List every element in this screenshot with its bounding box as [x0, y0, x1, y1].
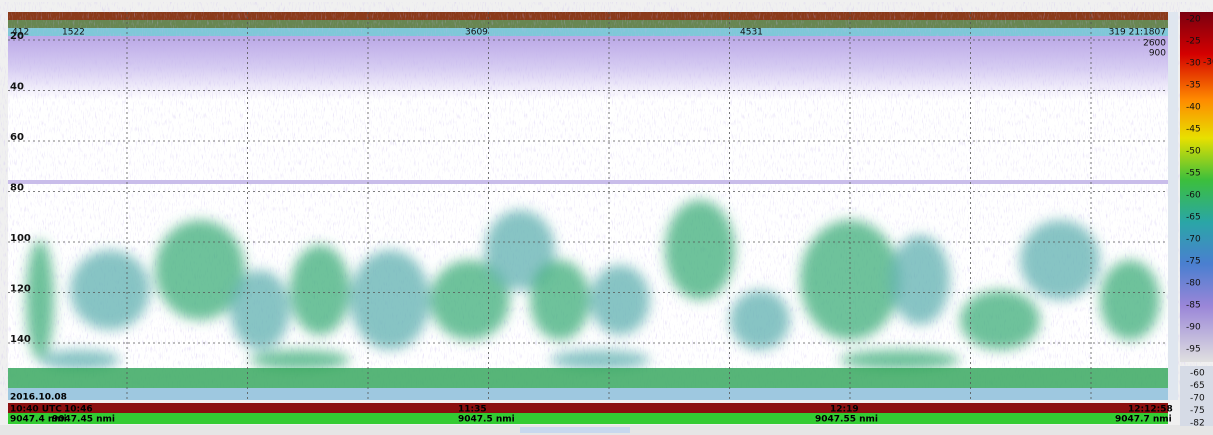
ping-label: 3609 [465, 28, 488, 38]
fish-school [840, 350, 960, 370]
depth-label: 60 [10, 132, 24, 143]
scale-label: -80 [1186, 279, 1201, 289]
depth-label: 100 [10, 233, 31, 244]
lower-scale-label: -75 [1190, 406, 1205, 416]
scale-label: -65 [1186, 213, 1201, 223]
fish-school [290, 245, 350, 335]
scale-label: -70 [1186, 235, 1201, 245]
scale-label: -55 [1186, 169, 1201, 179]
scale-marker: -30 [1203, 58, 1213, 68]
fish-school [890, 235, 950, 325]
depth-label: 140 [10, 334, 31, 345]
fish-school [430, 260, 510, 340]
distance-bar [8, 413, 1168, 424]
fish-school [530, 260, 590, 340]
fish-school [250, 350, 350, 370]
fish-schools [26, 200, 1160, 370]
depth-label: 40 [10, 82, 24, 93]
depth-label: 120 [10, 284, 31, 295]
fish-school [155, 220, 245, 320]
time-label: 11:35 [458, 405, 487, 415]
vertical-scrollbar[interactable] [1168, 12, 1178, 400]
fish-school [485, 210, 555, 290]
scale-label: -60 [1186, 191, 1201, 201]
scale-label: -90 [1186, 323, 1201, 333]
scale-label: -45 [1186, 125, 1201, 135]
cyan-band [8, 28, 1168, 36]
ping-label: 1522 [62, 28, 85, 38]
scattering-line [8, 180, 1168, 184]
distance-label: 9047.4 nmi [10, 415, 67, 425]
time-label: 10:40 UTC [10, 405, 62, 415]
color-scale [1180, 12, 1213, 362]
scale-label: -30 [1186, 59, 1201, 69]
scale-label: -50 [1186, 147, 1201, 157]
fish-school [26, 240, 54, 360]
fish-school [550, 350, 650, 370]
surface-band [8, 20, 1168, 28]
fish-school [70, 250, 150, 330]
range-label: 2600 [1143, 39, 1166, 49]
scale-label: -40 [1186, 103, 1201, 113]
range-label: 900 [1149, 49, 1166, 59]
time-bar [8, 403, 1168, 413]
fish-school [665, 200, 735, 300]
fish-school [1020, 220, 1100, 300]
lower-scale-label: -65 [1190, 381, 1205, 391]
scale-label: -75 [1186, 257, 1201, 267]
fish-school [40, 350, 120, 370]
range-label: 319 21:1807 [1109, 28, 1166, 38]
fish-school [590, 265, 650, 335]
grid [8, 12, 1168, 400]
scale-label: -85 [1186, 301, 1201, 311]
fish-school [960, 290, 1040, 350]
scale-label: -20 [1186, 15, 1201, 25]
scale-label: -35 [1186, 81, 1201, 91]
depth-label: 80 [10, 183, 24, 194]
depth-label: 20 [10, 31, 24, 42]
distance-label: 9047.7 nmi [1115, 415, 1172, 425]
scale-label: -25 [1186, 37, 1201, 47]
bottom-echo [8, 368, 1168, 390]
distance-label: 9047.5 nmi [458, 415, 515, 425]
lower-scale-label: -70 [1190, 394, 1205, 404]
fish-school [1100, 260, 1160, 340]
date-label: 2016.10.08 [10, 393, 67, 403]
distance-label: 9047.55 nmi [815, 415, 878, 425]
time-label: 10:46 [64, 405, 93, 415]
lower-color-scale [1180, 366, 1213, 426]
lower-scale-label: -82 [1190, 419, 1205, 429]
distance-label: 9047.45 nmi [52, 415, 115, 425]
seabed [8, 388, 1168, 400]
fish-school [800, 220, 900, 340]
lower-scale-label: -60 [1190, 369, 1205, 379]
fish-school [230, 270, 290, 350]
fish-school [730, 290, 790, 350]
time-label: 12:19 [830, 405, 859, 415]
time-label: 12:12:58 [1128, 405, 1173, 415]
scale-label: -95 [1186, 345, 1201, 355]
ping-label: 4531 [740, 28, 763, 38]
ping-label: 412 [12, 28, 29, 38]
scroll-thumb[interactable] [520, 427, 630, 433]
fish-school [350, 250, 430, 350]
